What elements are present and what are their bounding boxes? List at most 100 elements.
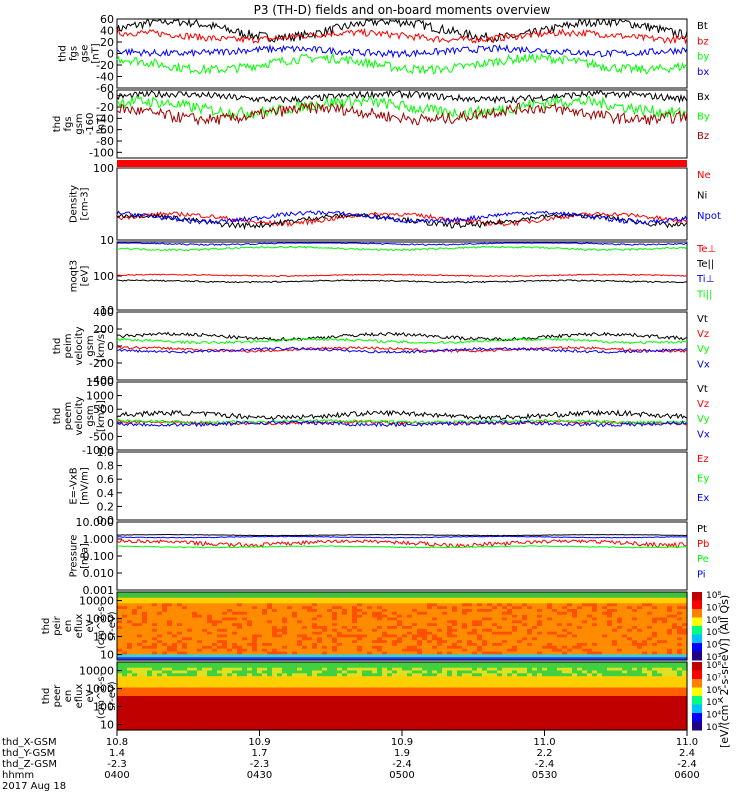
heatmap-cell <box>347 721 353 725</box>
heatmap-cell <box>367 634 373 638</box>
heatmap-cell <box>122 617 128 621</box>
heatmap-cell <box>312 713 318 717</box>
heatmap-cell <box>187 701 193 706</box>
heatmap-cell <box>382 701 388 706</box>
heatmap-cell <box>507 710 513 714</box>
y-tick-label: 20 <box>100 36 114 49</box>
heatmap-cell <box>422 654 428 658</box>
heatmap-cell <box>377 645 383 650</box>
heatmap-cell <box>222 654 228 658</box>
heatmap-cell <box>272 724 278 728</box>
heatmap-cell <box>502 687 508 691</box>
heatmap-cell <box>557 637 563 641</box>
heatmap-cell <box>117 631 123 636</box>
heatmap-cell <box>227 637 233 641</box>
heatmap-cell <box>382 611 388 616</box>
heatmap-cell <box>522 626 528 630</box>
heatmap-cell <box>122 594 128 599</box>
heatmap-cell <box>487 654 493 658</box>
heatmap-cell <box>377 704 383 708</box>
heatmap-cell <box>392 662 398 666</box>
heatmap-cell <box>472 718 478 723</box>
heatmap-cell <box>212 606 218 610</box>
heatmap-cell <box>347 673 353 677</box>
heatmap-cell <box>367 609 373 613</box>
heatmap-cell <box>657 594 663 599</box>
heatmap-cell <box>117 687 123 691</box>
heatmap-cell <box>122 592 128 596</box>
heatmap-cell <box>287 654 293 658</box>
heatmap-cell <box>442 620 448 624</box>
heatmap-cell <box>492 657 498 661</box>
heatmap-cell <box>292 637 298 641</box>
heatmap-cell <box>272 657 278 661</box>
y-tick-label: -1000 <box>82 444 114 457</box>
heatmap-cell <box>437 670 443 674</box>
heatmap-cell <box>392 696 398 700</box>
heatmap-cell <box>292 710 298 714</box>
heatmap-cell <box>432 651 438 655</box>
heatmap-cell <box>252 634 258 638</box>
heatmap-cell <box>302 614 308 619</box>
heatmap-cell <box>292 684 298 689</box>
heatmap-cell <box>187 640 193 644</box>
heatmap-cell <box>517 623 523 627</box>
heatmap-cell <box>682 648 688 653</box>
heatmap-cell <box>437 662 443 666</box>
heatmap-cell <box>472 600 478 604</box>
heatmap-cell <box>307 648 313 653</box>
heatmap-cell <box>152 704 158 708</box>
heatmap-cell <box>457 594 463 599</box>
heatmap-cell <box>352 676 358 680</box>
heatmap-cell <box>562 614 568 619</box>
heatmap-cell <box>277 603 283 607</box>
heatmap-cell <box>212 662 218 666</box>
heatmap-cell <box>307 727 313 731</box>
heatmap-cell <box>532 620 538 624</box>
heatmap-cell <box>632 645 638 650</box>
heatmap-cell <box>562 606 568 610</box>
heatmap-cell <box>437 684 443 689</box>
heatmap-cell <box>277 715 283 720</box>
heatmap-cell <box>362 648 368 653</box>
heatmap-cell <box>232 704 238 708</box>
heatmap-cell <box>632 623 638 627</box>
heatmap-cell <box>602 654 608 658</box>
heatmap-cell <box>242 609 248 613</box>
heatmap-cell <box>132 687 138 691</box>
heatmap-cell <box>392 648 398 653</box>
heatmap-cell <box>202 698 208 703</box>
heatmap-cell <box>567 648 573 653</box>
heatmap-cell <box>652 626 658 630</box>
heatmap-cell <box>467 643 473 647</box>
heatmap-cell <box>262 679 268 683</box>
heatmap-cell <box>472 673 478 677</box>
heatmap-cell <box>412 698 418 703</box>
heatmap-cell <box>532 721 538 725</box>
heatmap-cell <box>307 637 313 641</box>
heatmap-cell <box>227 617 233 621</box>
heatmap-cell <box>357 651 363 655</box>
heatmap-cell <box>352 696 358 700</box>
heatmap-cell <box>352 727 358 731</box>
heatmap-cell <box>307 693 313 697</box>
heatmap-cell <box>612 617 618 621</box>
heatmap-cell <box>447 651 453 655</box>
heatmap-cell <box>222 698 228 703</box>
heatmap-cell <box>452 614 458 619</box>
heatmap-cell <box>492 693 498 697</box>
heatmap-cell <box>637 617 643 621</box>
heatmap-cell <box>137 614 143 619</box>
heatmap-cell <box>237 609 243 613</box>
heatmap-cell <box>582 637 588 641</box>
heatmap-cell <box>332 701 338 706</box>
heatmap-cell <box>442 651 448 655</box>
heatmap-cell <box>232 643 238 647</box>
heatmap-cell <box>422 690 428 694</box>
heatmap-cell <box>502 609 508 613</box>
heatmap-cell <box>617 634 623 638</box>
heatmap-cell <box>387 628 393 633</box>
heatmap-cell <box>507 628 513 633</box>
heatmap-cell <box>222 715 228 720</box>
